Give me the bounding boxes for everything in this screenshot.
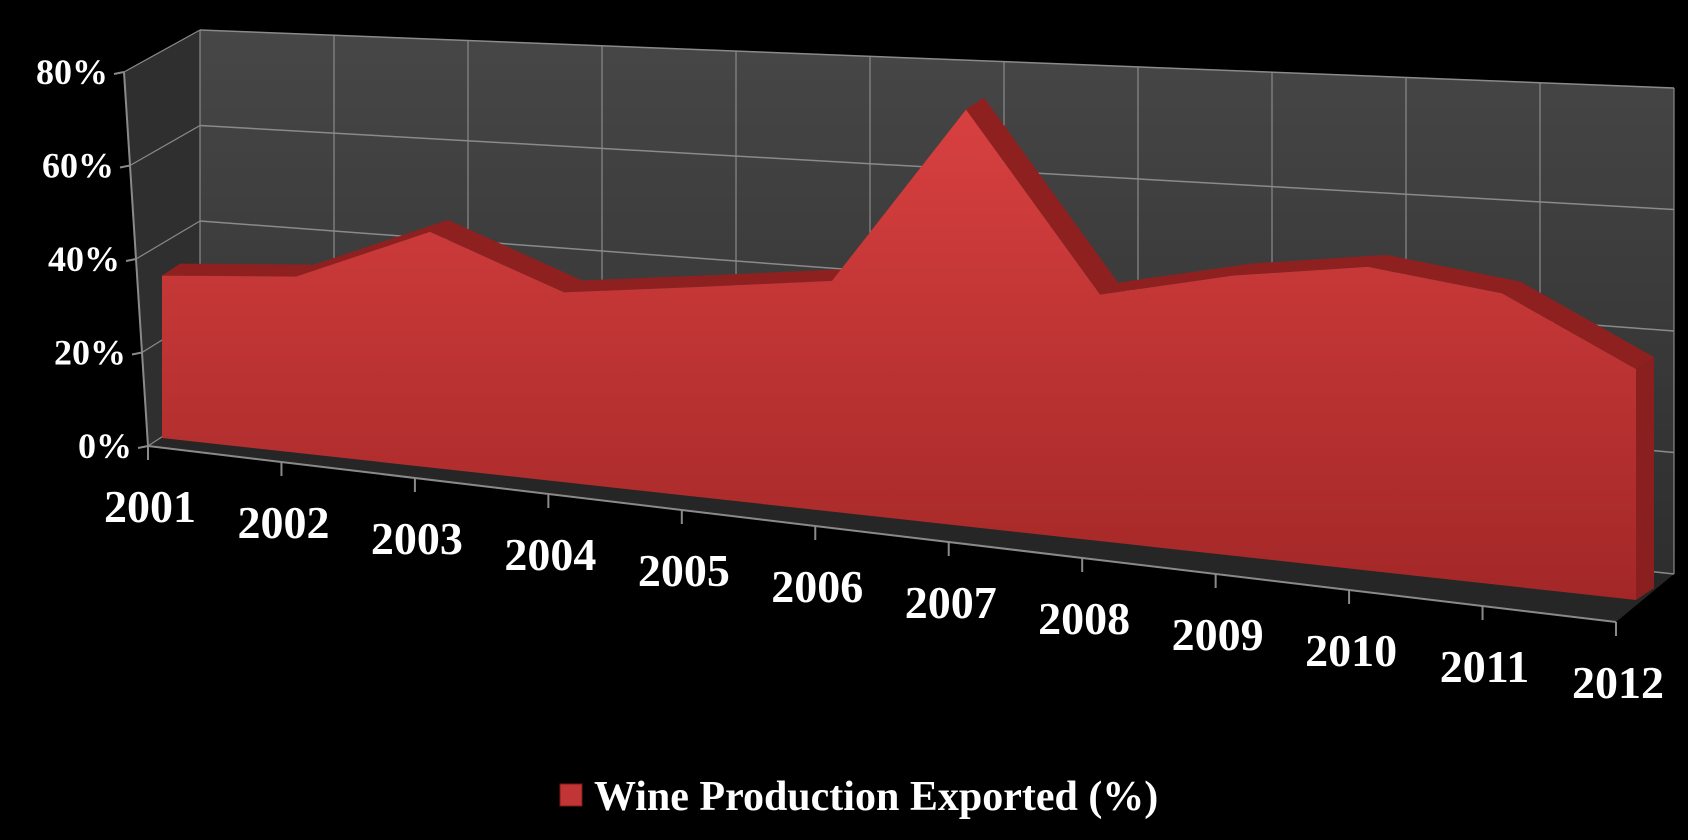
y-tick-mark: [119, 164, 131, 169]
gridline-horizontal: [199, 29, 1675, 89]
x-tick-label: 2011: [1440, 641, 1529, 692]
area-top-segment: [966, 97, 1118, 295]
x-tick-label: 2005: [638, 545, 730, 596]
area-top-segment: [564, 275, 716, 293]
legend: Wine Production Exported (%): [559, 774, 1158, 820]
area-top-segment: [1368, 254, 1520, 294]
area-top-segment: [1234, 254, 1386, 276]
y-tick-label: 40%: [48, 239, 120, 279]
x-tick-label: 2009: [1172, 609, 1264, 660]
area-top-segment: [430, 219, 582, 293]
y-tick-label: 80%: [36, 52, 108, 92]
y-tick-mark: [137, 445, 149, 449]
x-tick-label: 2007: [905, 577, 997, 628]
area-top-segment: [1100, 263, 1252, 295]
x-tick-label: 2006: [771, 561, 863, 612]
gridline-side: [135, 220, 201, 260]
x-tick-label: 2008: [1038, 593, 1130, 644]
series-area: [162, 97, 1654, 600]
area-top-segment: [162, 263, 314, 277]
y-tick-mark: [131, 351, 143, 356]
x-tick-label: 2002: [237, 497, 329, 548]
y-tick-label: 60%: [42, 146, 114, 186]
area-top-segment: [698, 268, 850, 287]
area-side-face: [1636, 357, 1654, 600]
y-tick-mark: [113, 71, 125, 75]
y-tick-mark: [125, 258, 137, 262]
y-tick-label: 20%: [54, 333, 126, 373]
legend-swatch-icon: [559, 783, 583, 807]
gridline-side: [129, 124, 201, 167]
area-top-segment: [1502, 281, 1654, 370]
x-tick-label: 2012: [1572, 657, 1664, 708]
x-tick-label: 2001: [104, 481, 196, 532]
x-axis-line: [147, 445, 1617, 623]
area-front-face: [162, 109, 1636, 600]
area-top-segment: [296, 219, 448, 277]
y-tick-label: 0%: [78, 426, 132, 466]
gridline-side: [123, 29, 201, 73]
x-tick-label: 2010: [1305, 625, 1397, 676]
x-tick-label: 2004: [504, 529, 596, 580]
legend-label: Wine Production Exported (%): [594, 774, 1158, 820]
x-tick-label: 2003: [371, 513, 463, 564]
axes: 0% 20% 40% 60% 80% 2001 2002 2003 2004 2005 2006 20…: [36, 52, 1664, 708]
